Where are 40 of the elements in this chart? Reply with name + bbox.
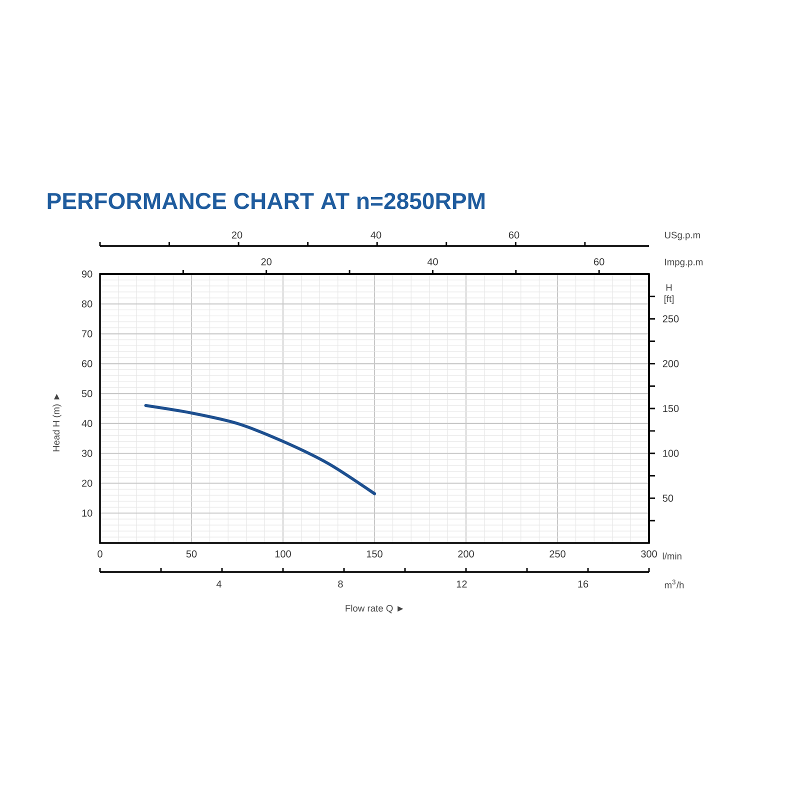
chart-title: PERFORMANCE CHART AT n=2850RPM [48,192,484,210]
x-tick-label: 100 [275,550,291,558]
y-tick-label: 30 [82,450,92,457]
y2-tick-label: 250 [662,315,679,322]
y-tick-label: 10 [82,510,92,517]
x2-axis-title: Impg.p.m [665,258,703,268]
line-series [144,404,376,496]
x-tick-label: 300 [641,550,657,558]
text: 20 [232,231,242,239]
y-axis-title: Head H (m) ► [52,394,62,452]
y-tick-label: 60 [82,360,92,368]
x2-tick-label: 20 [261,258,272,266]
text: Flow rate Q ► [346,604,404,614]
y-tick-label: 40 [82,420,92,428]
text: 40 [370,231,382,239]
text: 8 [338,580,343,588]
text: 12 [456,580,467,588]
y2-tick-label: 50 [662,494,674,502]
x-tick-label: 50 [186,550,197,558]
text: m$^{3}$/h [664,580,684,588]
y2-tick-label: 200 [662,360,679,368]
y-tick-label: 80 [82,300,92,308]
x-axis-title: l/min [662,552,682,560]
text: 4 [216,580,222,588]
y-tick-label: 20 [82,480,92,487]
y2-axis-title: H [ft] [664,284,674,304]
text: 16 [578,580,588,588]
text: USg.p.m [664,232,700,240]
x2-tick-label: 40 [427,258,438,266]
x-tick-label: 150 [366,550,382,558]
x2-tick-label: 60 [594,258,604,266]
y-tick-label: 90 [82,270,92,278]
x-tick-label: 250 [550,550,566,558]
x-tick-label: 200 [458,550,474,558]
y-tick-label: 50 [82,390,92,398]
y2-tick-label: 150 [663,404,679,412]
text: 60 [508,231,520,239]
y-tick-label: 70 [82,330,92,338]
x-tick-label: 0 [98,550,102,558]
y2-tick-label: 100 [663,450,679,457]
